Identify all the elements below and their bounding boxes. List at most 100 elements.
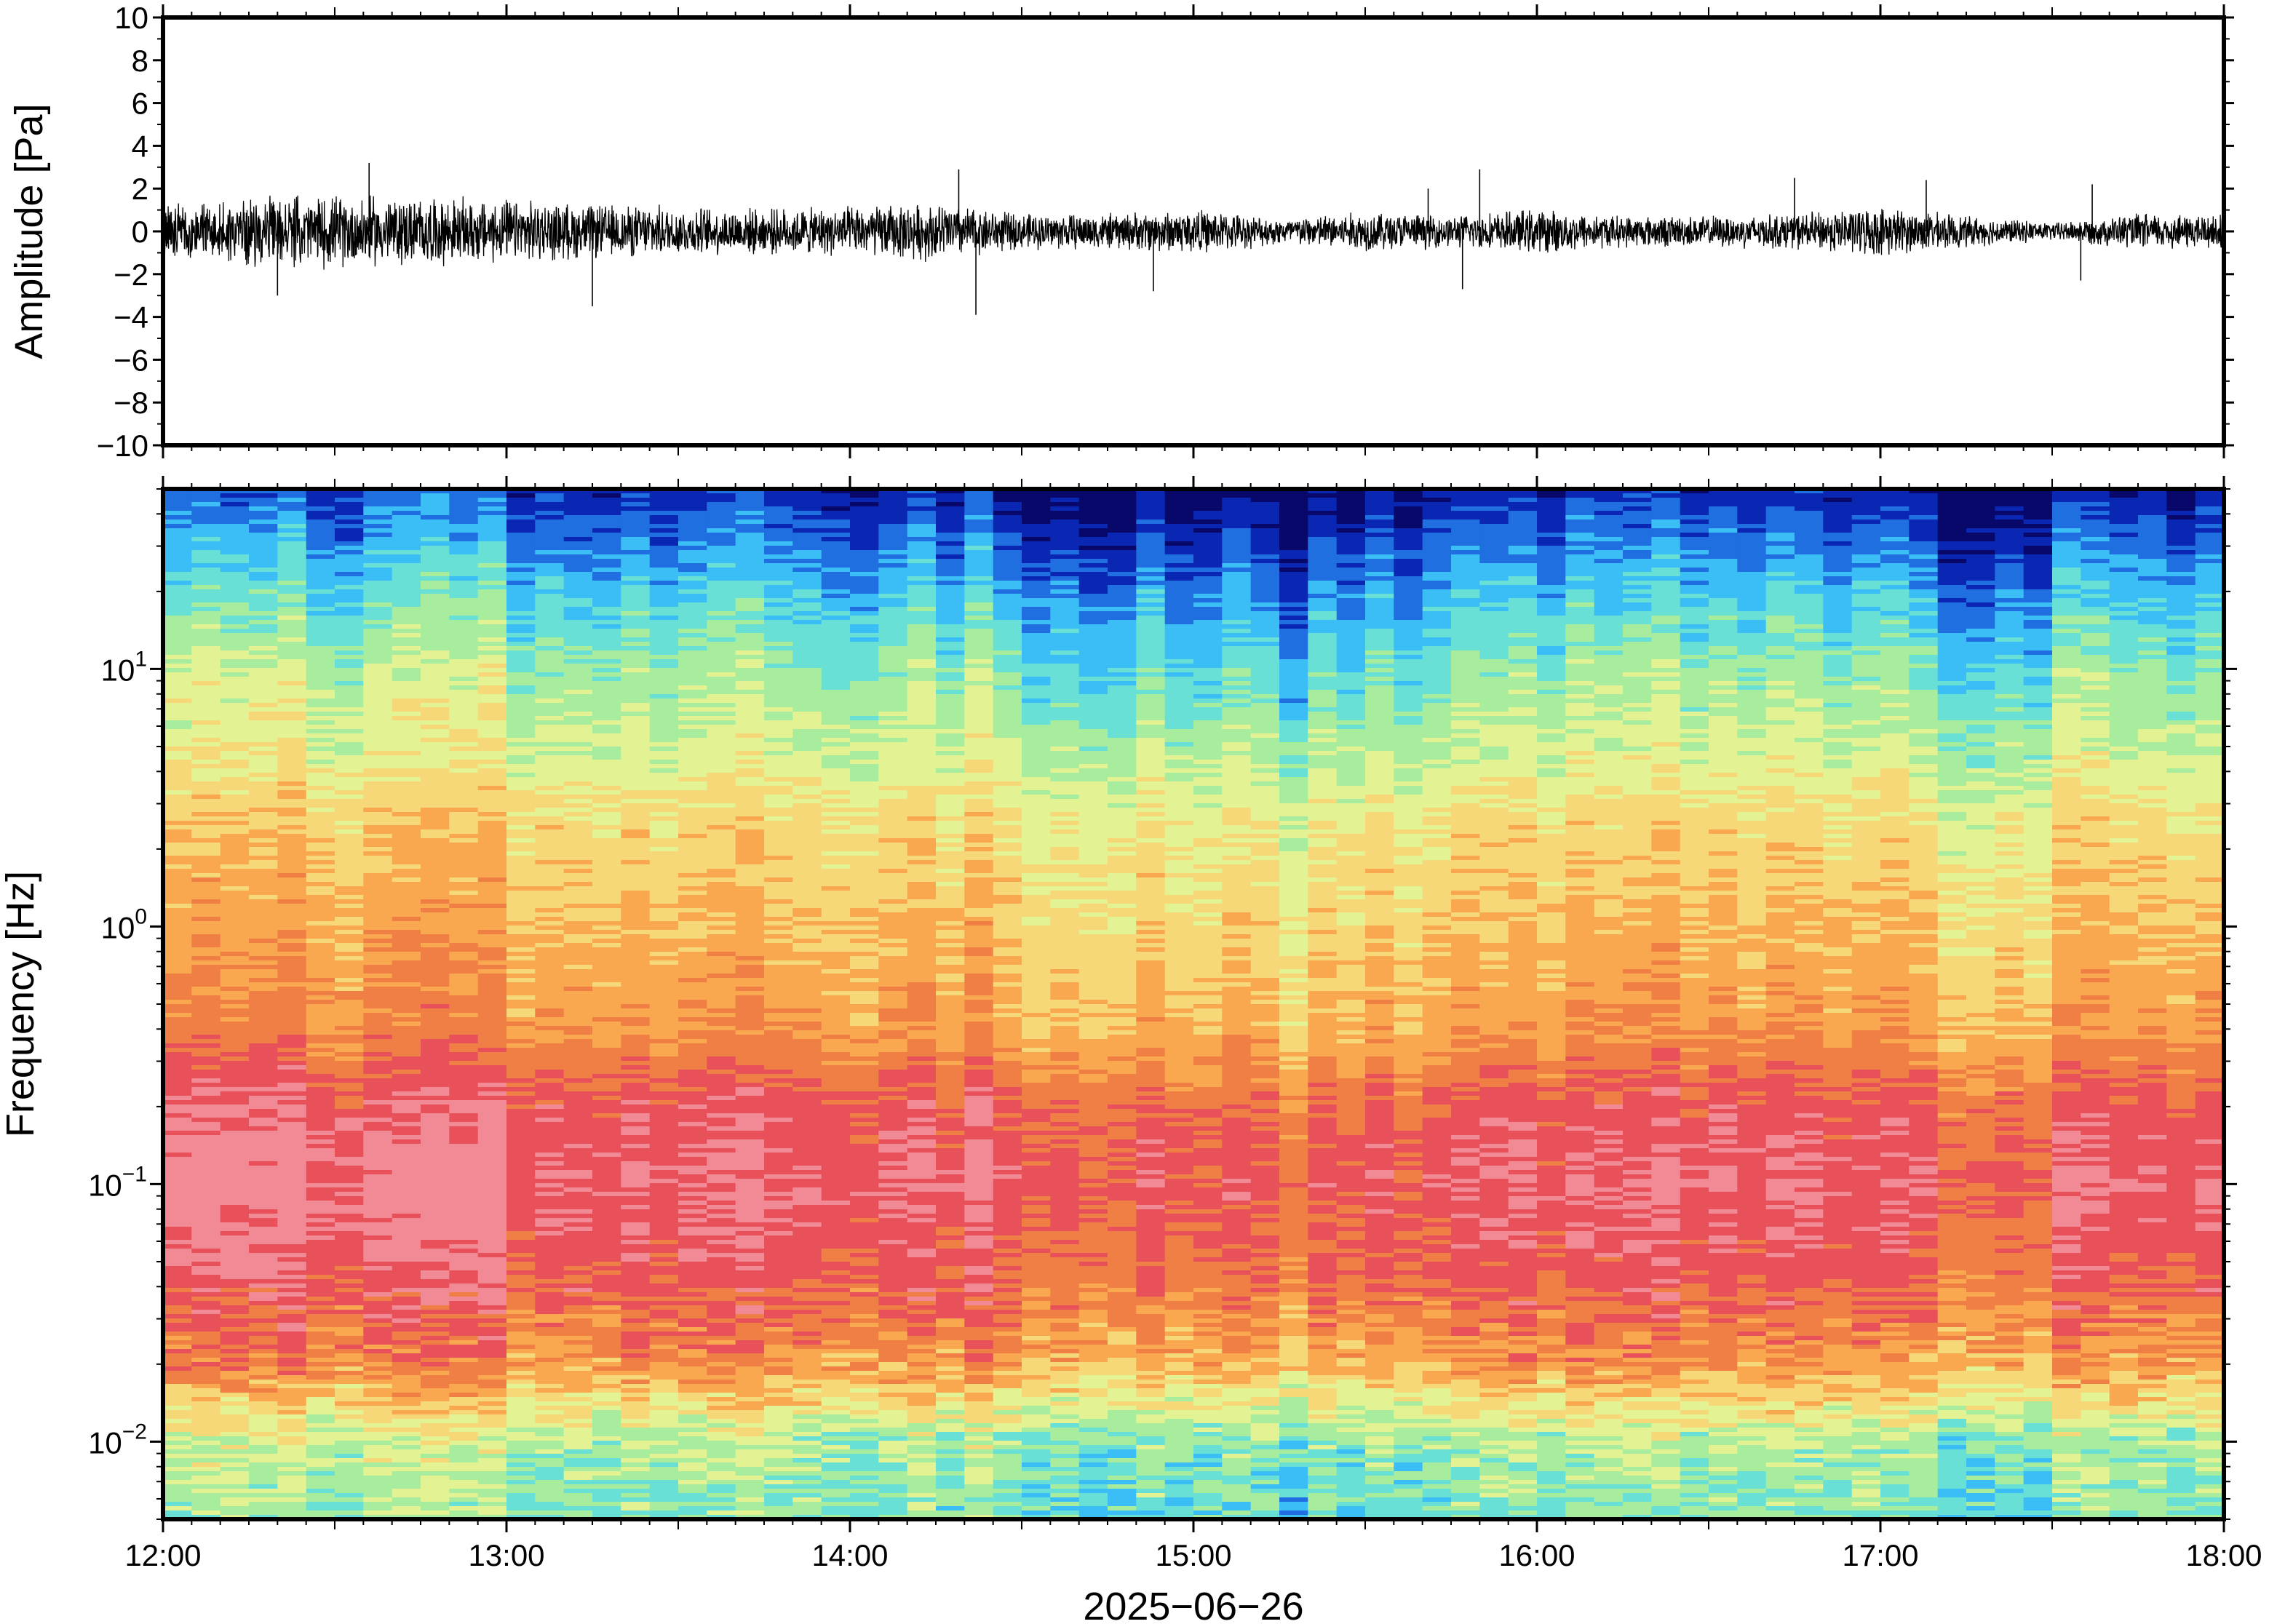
- spectrogram-cell: [936, 655, 966, 660]
- spectrogram-cell: [2138, 498, 2168, 503]
- spectrogram-cell: [535, 646, 565, 651]
- spectrogram-cell: [1680, 668, 1709, 673]
- spectrogram-cell: [1995, 559, 2024, 564]
- spectrogram-cell: [1537, 659, 1567, 664]
- spectrogram-cell: [764, 712, 794, 717]
- spectrogram-cell: [277, 585, 307, 590]
- spectrogram-cell: [220, 698, 250, 704]
- spectrogram-cell: [449, 764, 479, 769]
- spectrogram-cell: [1250, 694, 1280, 699]
- spectrogram-cell: [1479, 581, 1509, 586]
- spectrogram-cell: [1394, 668, 1423, 673]
- spectrogram-cell: [1909, 690, 1939, 695]
- spectrogram-cell: [764, 629, 794, 634]
- spectrogram-cell: [1680, 650, 1709, 656]
- spectrogram-cell: [1078, 629, 1108, 634]
- spectrogram-cell: [2023, 554, 2053, 560]
- spectrogram-cell: [1765, 576, 1795, 581]
- spectrogram-cell: [1909, 681, 1939, 686]
- spectrogram-cell: [1623, 594, 1653, 599]
- spectrogram-cell: [220, 489, 250, 494]
- spectrogram-cell: [1851, 546, 1881, 551]
- spectrogram-cell: [506, 511, 536, 516]
- spectrogram-cell: [1537, 629, 1567, 634]
- spectrogram-cell: [2166, 528, 2196, 533]
- spectrogram-cell: [2023, 764, 2053, 769]
- spectrogram-cell: [1680, 533, 1709, 538]
- spectrogram-cell: [1765, 607, 1795, 612]
- spectrogram-cell: [2138, 563, 2168, 568]
- spectrogram-cell: [1765, 624, 1795, 629]
- spectrogram-cell: [2166, 620, 2196, 625]
- spectrogram-cell: [535, 725, 565, 730]
- spectrogram-cell: [1795, 563, 1824, 568]
- spectrogram-cell: [1594, 554, 1624, 560]
- spectrogram-cell: [907, 602, 937, 608]
- spectrogram-cell: [1164, 541, 1194, 546]
- spectrogram-cell: [850, 524, 880, 529]
- spectrogram-cell: [1394, 659, 1423, 664]
- spectrogram-cell: [1565, 511, 1595, 516]
- spectrogram-cell: [592, 672, 622, 677]
- spectrogram-cell: [306, 729, 335, 734]
- spectrogram-cell: [1594, 528, 1624, 533]
- spectrogram-cell: [1966, 668, 1996, 673]
- spectrogram-cell: [1451, 677, 1481, 682]
- spectrogram-cell: [850, 716, 880, 721]
- spectrogram-cell: [707, 594, 736, 599]
- spectrogram-cell: [449, 602, 479, 608]
- spectrogram-cell: [1594, 725, 1624, 730]
- spectrogram-cell: [1336, 624, 1366, 629]
- spectrogram-cell: [1594, 624, 1624, 629]
- spectrogram-cell: [907, 668, 937, 673]
- spectrogram-cell: [249, 707, 279, 712]
- spectrogram-cell: [735, 760, 765, 765]
- spectrogram-cell: [735, 602, 765, 608]
- spectrogram-cell: [1394, 607, 1423, 612]
- spectrogram-cell: [2023, 489, 2053, 494]
- spectrogram-cell: [1050, 572, 1080, 577]
- spectrogram-cell: [1479, 498, 1509, 503]
- spectrogram-cell: [1937, 528, 1967, 533]
- spectrogram-cell: [821, 755, 851, 760]
- spectrogram-cell: [1823, 498, 1853, 503]
- spectrogram-cell: [535, 546, 565, 551]
- spectrogram-cell: [993, 589, 1022, 594]
- spectrogram-cell: [964, 729, 994, 734]
- spectrogram-cell: [191, 533, 221, 538]
- spectrogram-cell: [1651, 533, 1681, 538]
- spectrogram-cell: [1336, 668, 1366, 673]
- spectrogram-cell: [306, 694, 335, 699]
- spectrogram-cell: [191, 633, 221, 638]
- spectrogram-cell: [1737, 524, 1767, 529]
- spectrogram-cell: [1594, 515, 1624, 520]
- spectrogram-cell: [1022, 498, 1052, 503]
- spectrogram-cell: [1537, 594, 1567, 599]
- spectrogram-cell: [964, 559, 994, 564]
- spectrogram-cell: [191, 712, 221, 717]
- spectrogram-cell: [764, 611, 794, 616]
- spectrogram-cell: [306, 633, 335, 638]
- spectrogram-cell: [449, 681, 479, 686]
- spectrogram-cell: [707, 533, 736, 538]
- spectrogram-cell: [792, 563, 822, 568]
- spectrogram-cell: [1508, 515, 1538, 520]
- spectrogram-cell: [1308, 733, 1338, 739]
- spectrogram-cell: [964, 685, 994, 690]
- spectrogram-cell: [707, 716, 736, 721]
- spectrogram-cell: [2052, 659, 2082, 664]
- spectrogram-cell: [1136, 768, 1166, 773]
- spectrogram-cell: [163, 672, 193, 677]
- spectrogram-cell: [1966, 672, 1996, 677]
- spectrogram-cell: [1422, 720, 1452, 725]
- spectrogram-cell: [535, 607, 565, 612]
- spectrogram-cell: [1823, 633, 1853, 638]
- spectrogram-cell: [506, 747, 536, 752]
- spectrogram-cell: [1365, 589, 1395, 594]
- spectrogram-cell: [1078, 755, 1108, 760]
- spectrogram-cells: [163, 489, 2224, 1519]
- spectrogram-cell: [306, 650, 335, 656]
- spectrogram-cell: [563, 629, 593, 634]
- spectrogram-cell: [1937, 773, 1967, 778]
- spectrogram-cell: [1022, 589, 1052, 594]
